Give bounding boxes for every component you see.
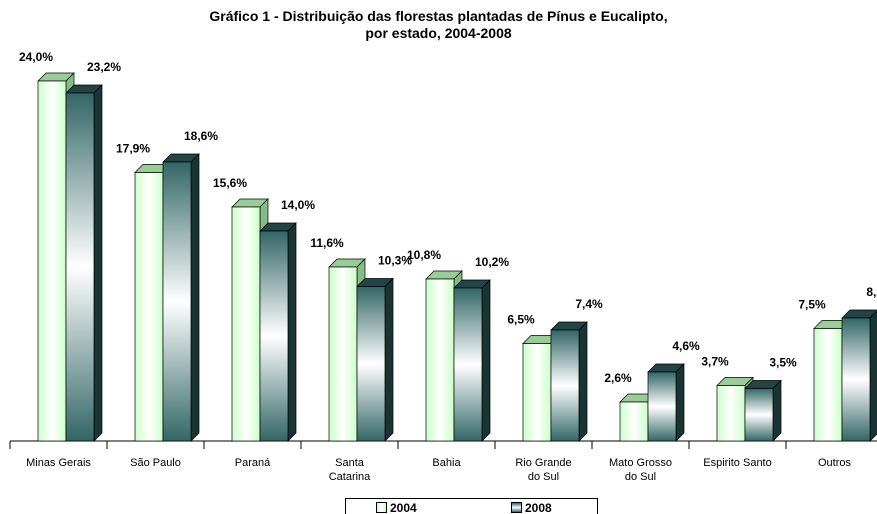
value-label: 4,6%	[672, 339, 700, 353]
value-label: 10,2%	[475, 255, 509, 269]
legend-label: 2004	[390, 501, 417, 514]
value-label: 7,5%	[798, 298, 826, 312]
bar	[841, 317, 871, 442]
bar	[619, 401, 649, 442]
x-tick-label: Bahia	[432, 457, 461, 469]
bar	[356, 286, 386, 442]
value-label: 18,6%	[184, 129, 218, 143]
x-tick-label: Mato Grosso do Sul	[609, 457, 672, 483]
value-label: 24,0%	[19, 50, 53, 64]
bar	[65, 92, 95, 442]
bar	[813, 328, 843, 442]
bar	[716, 385, 746, 442]
bar	[259, 230, 289, 442]
value-label: 3,7%	[701, 355, 729, 369]
legend-label: 2008	[525, 501, 552, 514]
bar-side	[384, 277, 394, 442]
value-label: 3,5%	[769, 356, 797, 370]
bar	[134, 172, 164, 442]
bar	[162, 161, 192, 442]
bar	[522, 343, 552, 442]
bar-side	[287, 222, 297, 442]
value-label: 6,5%	[507, 313, 535, 327]
chart-title: Gráfico 1 - Distribuição das florestas p…	[209, 8, 668, 41]
bar	[328, 266, 358, 442]
x-tick-label: Santa Catarina	[328, 457, 371, 483]
bar-side	[93, 84, 103, 442]
x-tick-label: Paraná	[234, 457, 271, 469]
legend: 2004 2008	[345, 498, 598, 514]
bar	[425, 278, 455, 442]
legend-swatch	[376, 502, 387, 513]
value-label: 14,0%	[281, 198, 315, 212]
legend-swatch	[511, 502, 522, 513]
bar	[647, 371, 677, 442]
x-tick-label: Minas Gerais	[26, 457, 91, 469]
value-label: 7,4%	[575, 297, 603, 311]
bar-side	[869, 310, 877, 442]
bar-side	[675, 363, 685, 442]
value-label: 10,3%	[378, 254, 412, 268]
x-tick-label: Espirito Santo	[703, 457, 772, 469]
bar	[744, 388, 774, 442]
bar-side	[190, 153, 200, 442]
x-tick-label: São Paulo	[130, 457, 181, 469]
bar	[37, 80, 67, 442]
legend-item: 2004	[376, 501, 417, 514]
bar	[231, 206, 261, 442]
x-tick-label: Rio Grande do Sul	[515, 457, 572, 483]
value-label: 23,2%	[87, 60, 121, 74]
value-label: 2,6%	[604, 371, 632, 385]
bar-side	[481, 279, 491, 442]
value-label: 11,6%	[310, 236, 344, 250]
value-label: 17,9%	[116, 142, 150, 156]
x-tick-label: Outros	[817, 457, 851, 469]
bar-side	[772, 379, 782, 442]
bar	[453, 287, 483, 442]
value-label: 8,2%	[866, 285, 877, 299]
value-label: 10,8%	[407, 248, 441, 262]
legend-item: 2008	[511, 501, 552, 514]
bar-side	[578, 321, 588, 442]
value-label: 15,6%	[213, 176, 247, 190]
bar	[550, 329, 580, 442]
